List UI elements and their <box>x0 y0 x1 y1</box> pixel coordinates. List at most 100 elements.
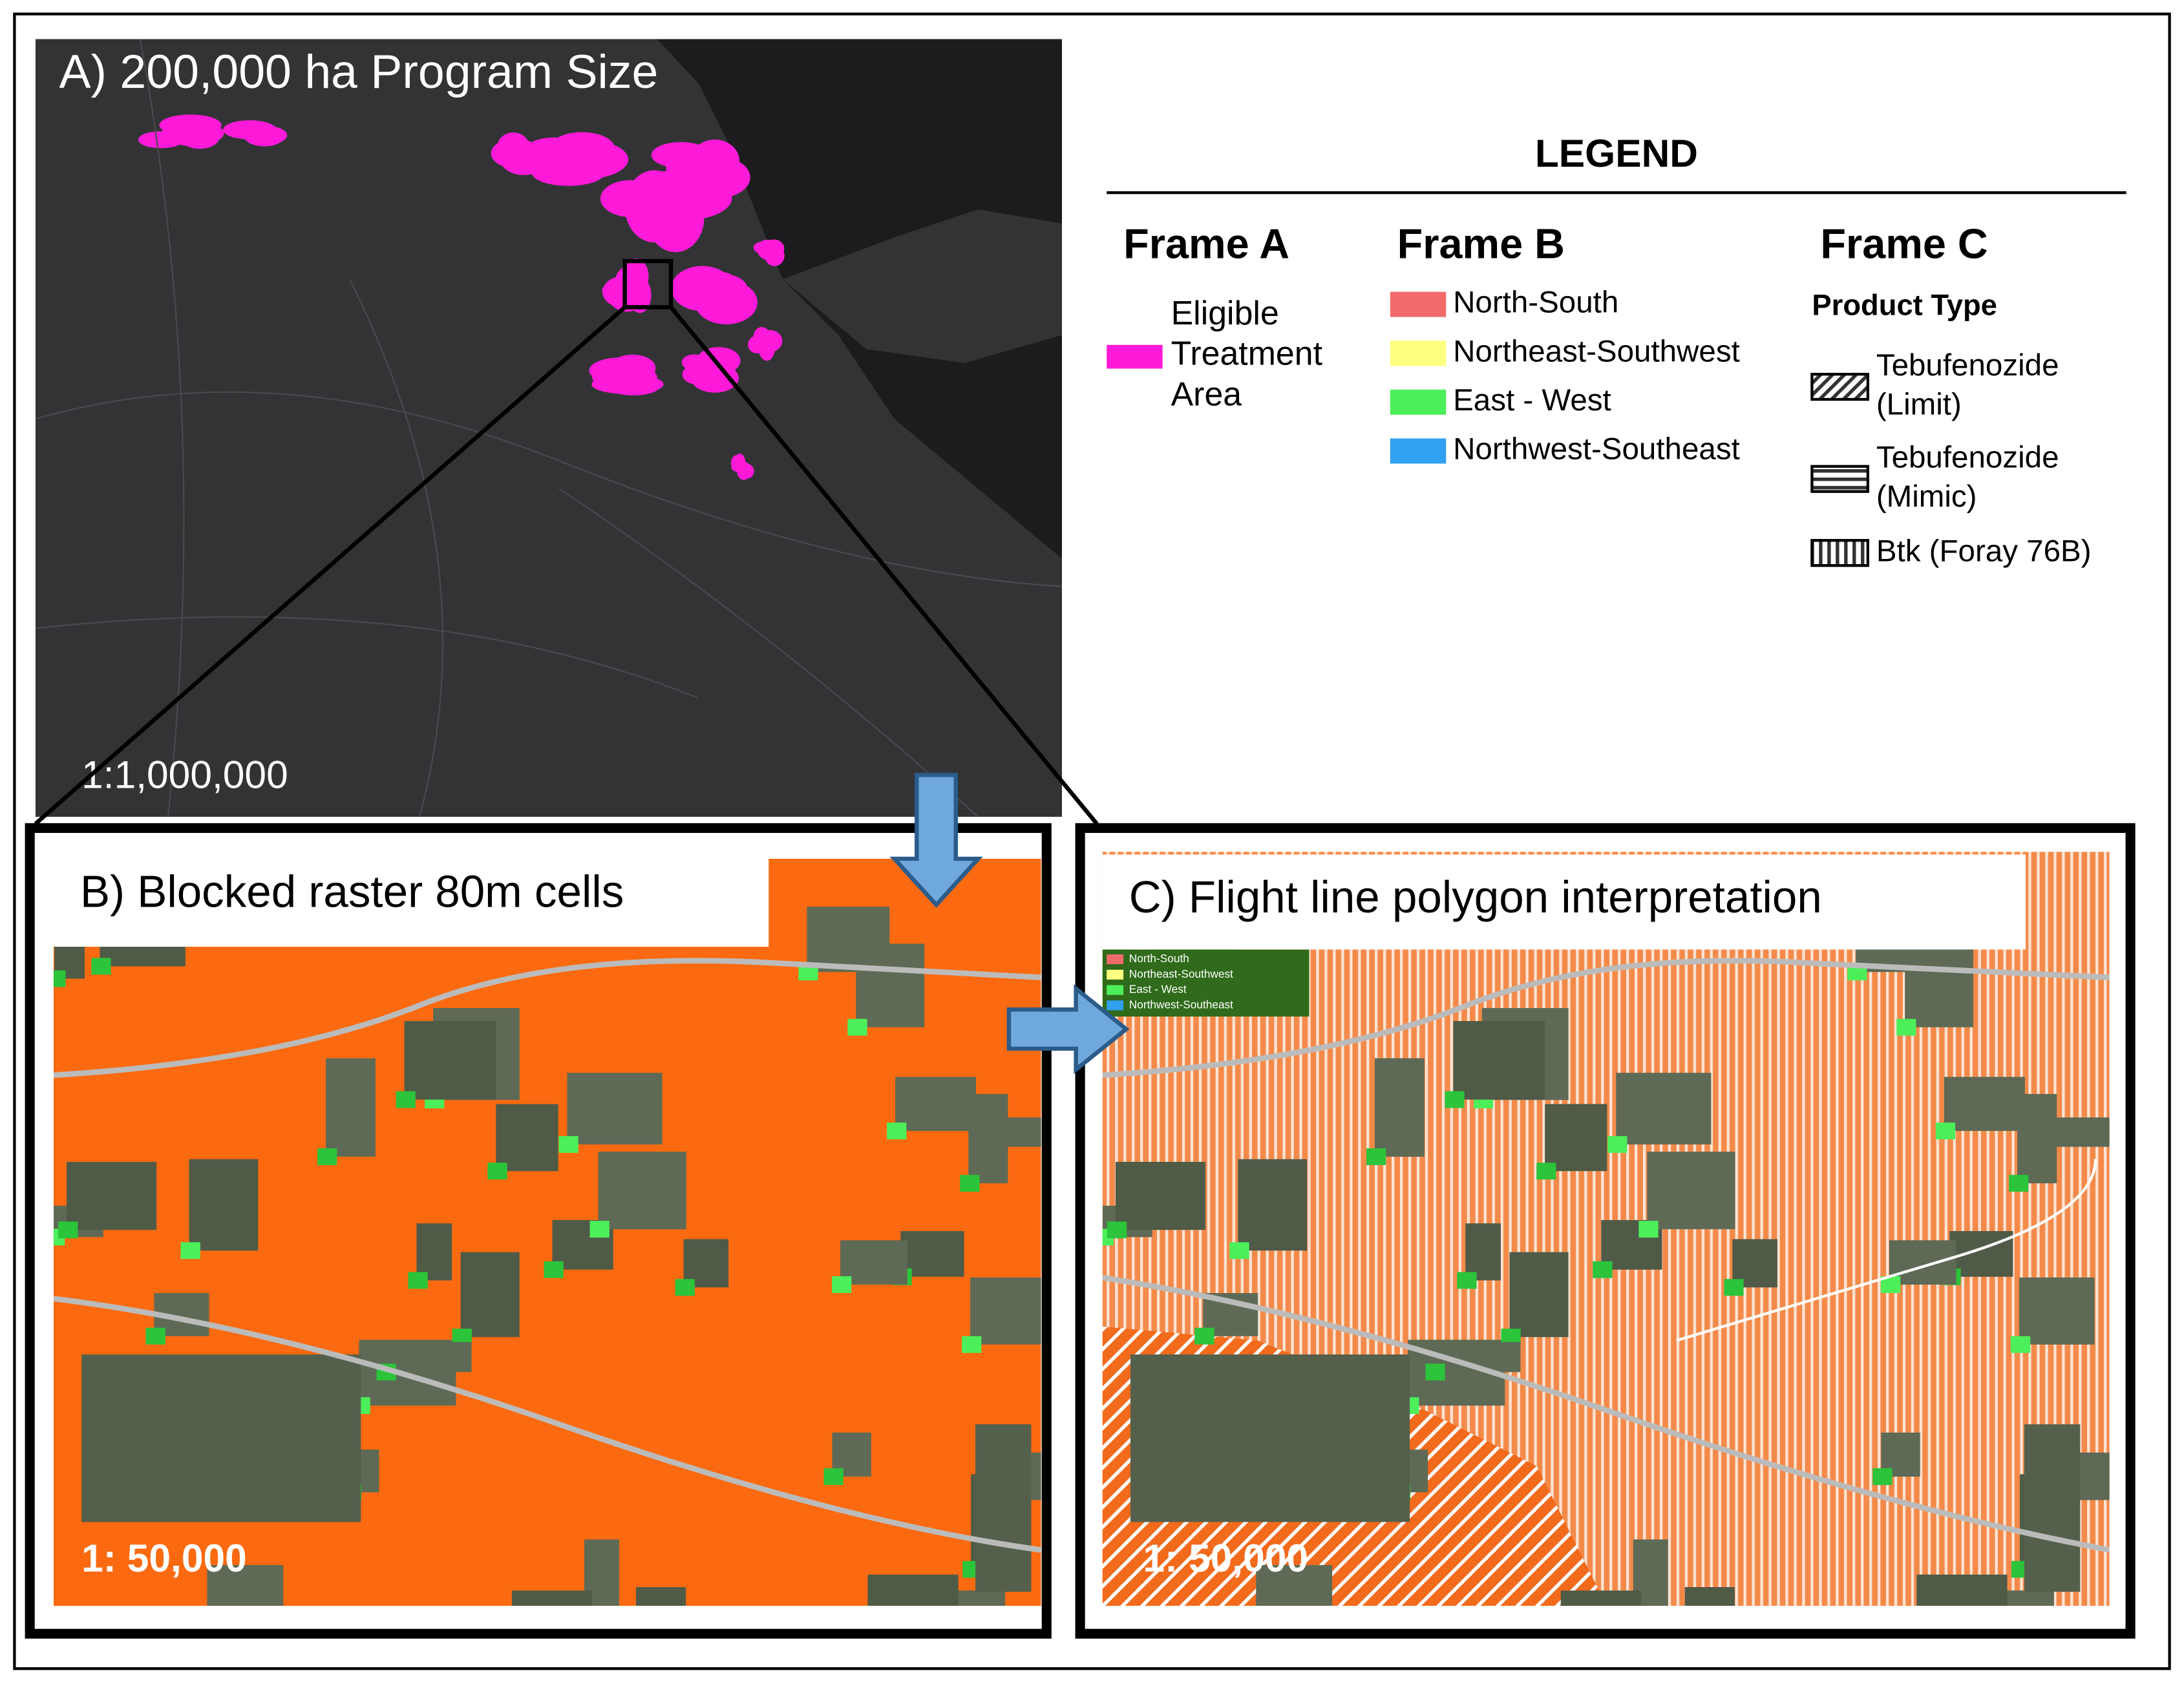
edge-cells <box>832 1276 852 1293</box>
edge-cells <box>1457 1272 1477 1289</box>
forest-patch <box>1115 1162 1205 1230</box>
edge-cells <box>396 1091 416 1108</box>
edge-cells <box>180 1242 200 1259</box>
panel-c-title: C) Flight line polygon interpretation <box>1129 872 1822 922</box>
edge-cells <box>962 1336 982 1353</box>
edge-cells <box>628 1613 647 1630</box>
edge-cells <box>1366 1148 1386 1166</box>
edge-cells <box>675 1279 695 1296</box>
legend-swatch <box>1390 291 1447 317</box>
legend-label: Northeast-Southwest <box>1453 334 1740 368</box>
forest-patch <box>895 1077 977 1131</box>
panel-b-frame <box>25 823 1052 1639</box>
edge-cells <box>408 1272 428 1289</box>
treatment-area <box>690 140 740 182</box>
forest-patch <box>970 1277 1041 1345</box>
forest-patch <box>81 1354 361 1522</box>
forest-patch <box>1684 1587 1735 1606</box>
edge-cells <box>91 958 111 975</box>
forest-patch <box>1560 1590 1642 1606</box>
treatment-area <box>666 145 700 189</box>
edge-cells <box>487 1163 507 1180</box>
legend-label: Tebufenozide <box>1876 348 2059 383</box>
zoom-line <box>34 305 626 826</box>
inset-label: Northeast-Southwest <box>1129 967 1233 980</box>
title-box <box>1102 854 2026 950</box>
forest-patch <box>598 1152 686 1230</box>
edge-cells <box>58 1221 78 1239</box>
legend-heading: Frame A <box>1123 220 1289 268</box>
treatment-area <box>737 463 754 479</box>
inset-swatch <box>1107 985 1124 995</box>
map-a <box>35 39 1063 817</box>
forest-patch <box>1889 1240 1956 1285</box>
treatment-area <box>766 245 783 266</box>
legend-label: (Limit) <box>1876 387 1962 421</box>
edge-cells <box>1935 1122 1956 1140</box>
forest-patch <box>326 1058 376 1157</box>
legend-label: Northwest-Southeast <box>1453 432 1740 467</box>
panel-b-title: B) Blocked raster 80m cells <box>80 866 624 916</box>
legend-swatch <box>1390 341 1447 366</box>
forest-patch <box>635 1587 686 1606</box>
forest-patch <box>1545 1104 1607 1172</box>
forest-patch <box>67 1162 157 1230</box>
arrow-down <box>889 773 983 909</box>
forest-patch <box>1453 1021 1545 1100</box>
forest-patch <box>1916 1574 2008 1606</box>
forest-patch <box>975 1424 1032 1592</box>
forest-patch <box>496 1104 558 1172</box>
edge-cells <box>1247 1606 1267 1623</box>
edge-cells <box>544 1261 564 1278</box>
inset-swatch <box>1107 954 1124 965</box>
edge-cells <box>1724 1279 1744 1296</box>
legend-heading: Frame B <box>1397 220 1565 268</box>
legend-title: LEGEND <box>1535 131 1698 175</box>
inset-label: Northwest-Southeast <box>1129 998 1233 1011</box>
treatment-area <box>498 144 548 171</box>
edge-cells <box>847 1018 867 1036</box>
edge-cells <box>1638 1221 1659 1238</box>
forest-patch <box>1616 1073 1712 1145</box>
panel-b-scale: 1: 50,000 <box>81 1536 247 1580</box>
edge-cells <box>589 1221 610 1238</box>
forest-patch <box>460 1252 520 1338</box>
edge-cells <box>1896 1018 1916 1036</box>
edge-cells <box>1229 1242 1249 1259</box>
forest-patch <box>856 943 925 1027</box>
forest-patch <box>867 1574 959 1606</box>
forest-patch <box>840 1240 907 1285</box>
edge-cells <box>1425 1363 1445 1381</box>
edge-cells <box>317 1148 337 1166</box>
treatment-area <box>624 170 684 243</box>
edge-cells <box>939 1672 959 1684</box>
legend-label: Eligible <box>1171 294 1279 332</box>
panel-c-scale: 1: 50,000 <box>1143 1536 1308 1580</box>
outer-border <box>13 12 2171 1670</box>
forest-patch <box>1944 1077 2025 1131</box>
forest-patch <box>1465 1223 1501 1281</box>
edge-cells <box>1553 1646 1572 1663</box>
edge-cells <box>887 1122 907 1140</box>
edge-cells <box>199 1606 218 1623</box>
treatment-area <box>700 368 724 387</box>
treatment-area <box>671 266 734 311</box>
zoom-line <box>669 306 1099 825</box>
legend-label: Treatment <box>1171 335 1323 372</box>
legend-swatch <box>1107 344 1163 369</box>
edge-cells <box>960 1175 980 1192</box>
edge-cells <box>2009 1175 2029 1192</box>
edge-cells <box>1194 1327 1214 1345</box>
edge-cells <box>823 1468 843 1486</box>
legend-swatch <box>1810 372 1870 401</box>
forest-patch <box>1647 1152 1735 1230</box>
edge-cells <box>1593 1261 1613 1278</box>
forest-patch <box>404 1021 496 1100</box>
edge-cells <box>1107 1221 1127 1239</box>
legend-label: (Mimic) <box>1876 479 1977 514</box>
edge-cells <box>2010 1336 2031 1353</box>
legend-swatch <box>1810 465 1870 493</box>
forest-patch <box>189 1159 259 1251</box>
forest-patch <box>947 1590 1006 1606</box>
